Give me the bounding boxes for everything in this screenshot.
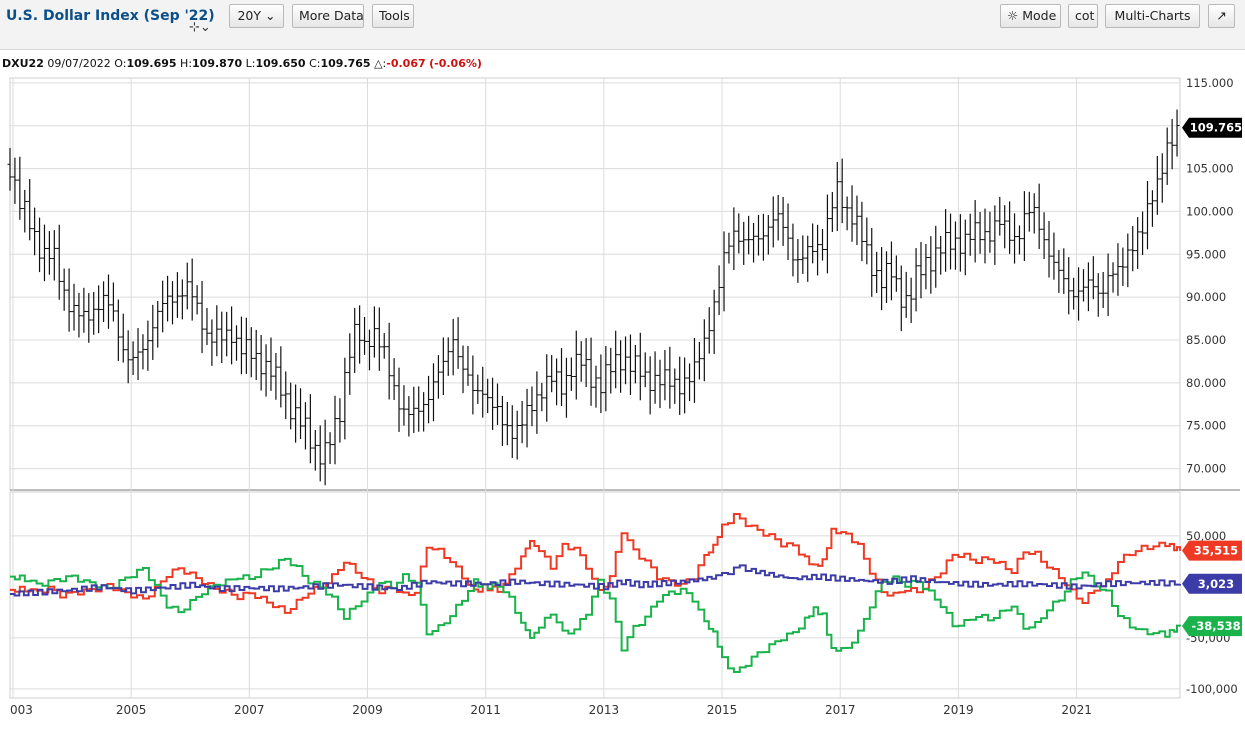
- tools-button[interactable]: Tools: [372, 4, 414, 28]
- cot-last-label: 35,515: [1194, 544, 1238, 558]
- high-label: H:: [180, 57, 193, 70]
- mode-button[interactable]: ☼ Mode: [1000, 4, 1061, 28]
- more-data-button[interactable]: More Data: [292, 4, 364, 28]
- period-dropdown[interactable]: 20Y ⌄: [229, 4, 284, 28]
- x-tick-label: 2013: [589, 703, 620, 717]
- x-tick-label: 2021: [1061, 703, 1092, 717]
- cot-last-badge: [1182, 573, 1242, 594]
- change-value: -0.067: [386, 57, 426, 70]
- expand-icon[interactable]: ↗: [1208, 4, 1235, 28]
- last-price-label: 109.765: [1190, 121, 1242, 135]
- mode-label: Mode: [1022, 8, 1057, 23]
- price-axis-label: 115.000: [1186, 76, 1234, 90]
- cot-series-small_specs: [10, 564, 1181, 597]
- multi-charts-button[interactable]: Multi-Charts: [1105, 4, 1200, 28]
- quote-line: DXU22 09/07/2022 O:109.695 H:109.870 L:1…: [2, 57, 482, 70]
- cot-pane-frame: [9, 491, 1181, 699]
- cot-last-label: -38,538: [1191, 619, 1240, 633]
- open-value: 109.695: [126, 57, 177, 70]
- change-percent: (-0.06%): [429, 57, 482, 70]
- x-tick-label: 2011: [470, 703, 501, 717]
- price-axis-label: 90.000: [1186, 290, 1226, 304]
- sun-icon: ☼: [1007, 8, 1019, 23]
- draw-tool-icon[interactable]: ⊹⌄: [189, 20, 211, 35]
- quote-symbol: DXU22: [2, 57, 44, 70]
- cot-last-badge: [1182, 540, 1242, 561]
- x-tick-label: 003: [10, 703, 33, 717]
- x-tick-label: 2017: [825, 703, 856, 717]
- price-axis-label: 70.000: [1186, 462, 1226, 476]
- change-label: △:: [374, 57, 387, 70]
- quote-date: 09/07/2022: [47, 57, 111, 70]
- high-value: 109.870: [192, 57, 243, 70]
- cot-series-large_specs: [10, 557, 1181, 673]
- price-axis-label: 80.000: [1186, 376, 1226, 390]
- low-label: L:: [245, 57, 256, 70]
- cot-axis-label: 50,000: [1186, 529, 1226, 543]
- price-axis-label: 100.000: [1186, 204, 1234, 218]
- chart-toolbar: U.S. Dollar Index (Sep '22) ⊹⌄ 20Y ⌄ Mor…: [0, 0, 1245, 50]
- period-label: 20Y: [237, 8, 262, 23]
- close-value: 109.765: [320, 57, 371, 70]
- x-tick-label: 2005: [116, 703, 147, 717]
- price-pane-frame: [9, 77, 1181, 491]
- x-tick-label: 2019: [943, 703, 974, 717]
- x-tick-label: 2009: [352, 703, 383, 717]
- cot-series-commercials: [10, 513, 1181, 614]
- cot-axis-label: -100,000: [1186, 682, 1238, 696]
- chevron-down-icon: ⌄: [265, 8, 276, 23]
- x-tick-label: 2007: [234, 703, 265, 717]
- cot-button[interactable]: cot: [1068, 4, 1098, 28]
- price-axis-label: 75.000: [1186, 419, 1226, 433]
- x-tick-label: 2015: [707, 703, 738, 717]
- price-and-cot-chart[interactable]: 003 2005 2007 2009 2011 2013 2015 2017 2019 2021 1…: [0, 70, 1245, 730]
- open-label: O:: [114, 57, 127, 70]
- price-axis-label: 85.000: [1186, 333, 1226, 347]
- price-axis-label: 95.000: [1186, 247, 1226, 261]
- close-label: C:: [309, 57, 321, 70]
- last-price-badge: [1182, 117, 1242, 138]
- cot-last-badge: [1182, 616, 1242, 637]
- price-axis-label: 105.000: [1186, 162, 1234, 176]
- cot-last-label: 3,023: [1198, 577, 1234, 591]
- low-value: 109.650: [255, 57, 306, 70]
- chart-title[interactable]: U.S. Dollar Index (Sep '22): [6, 8, 215, 24]
